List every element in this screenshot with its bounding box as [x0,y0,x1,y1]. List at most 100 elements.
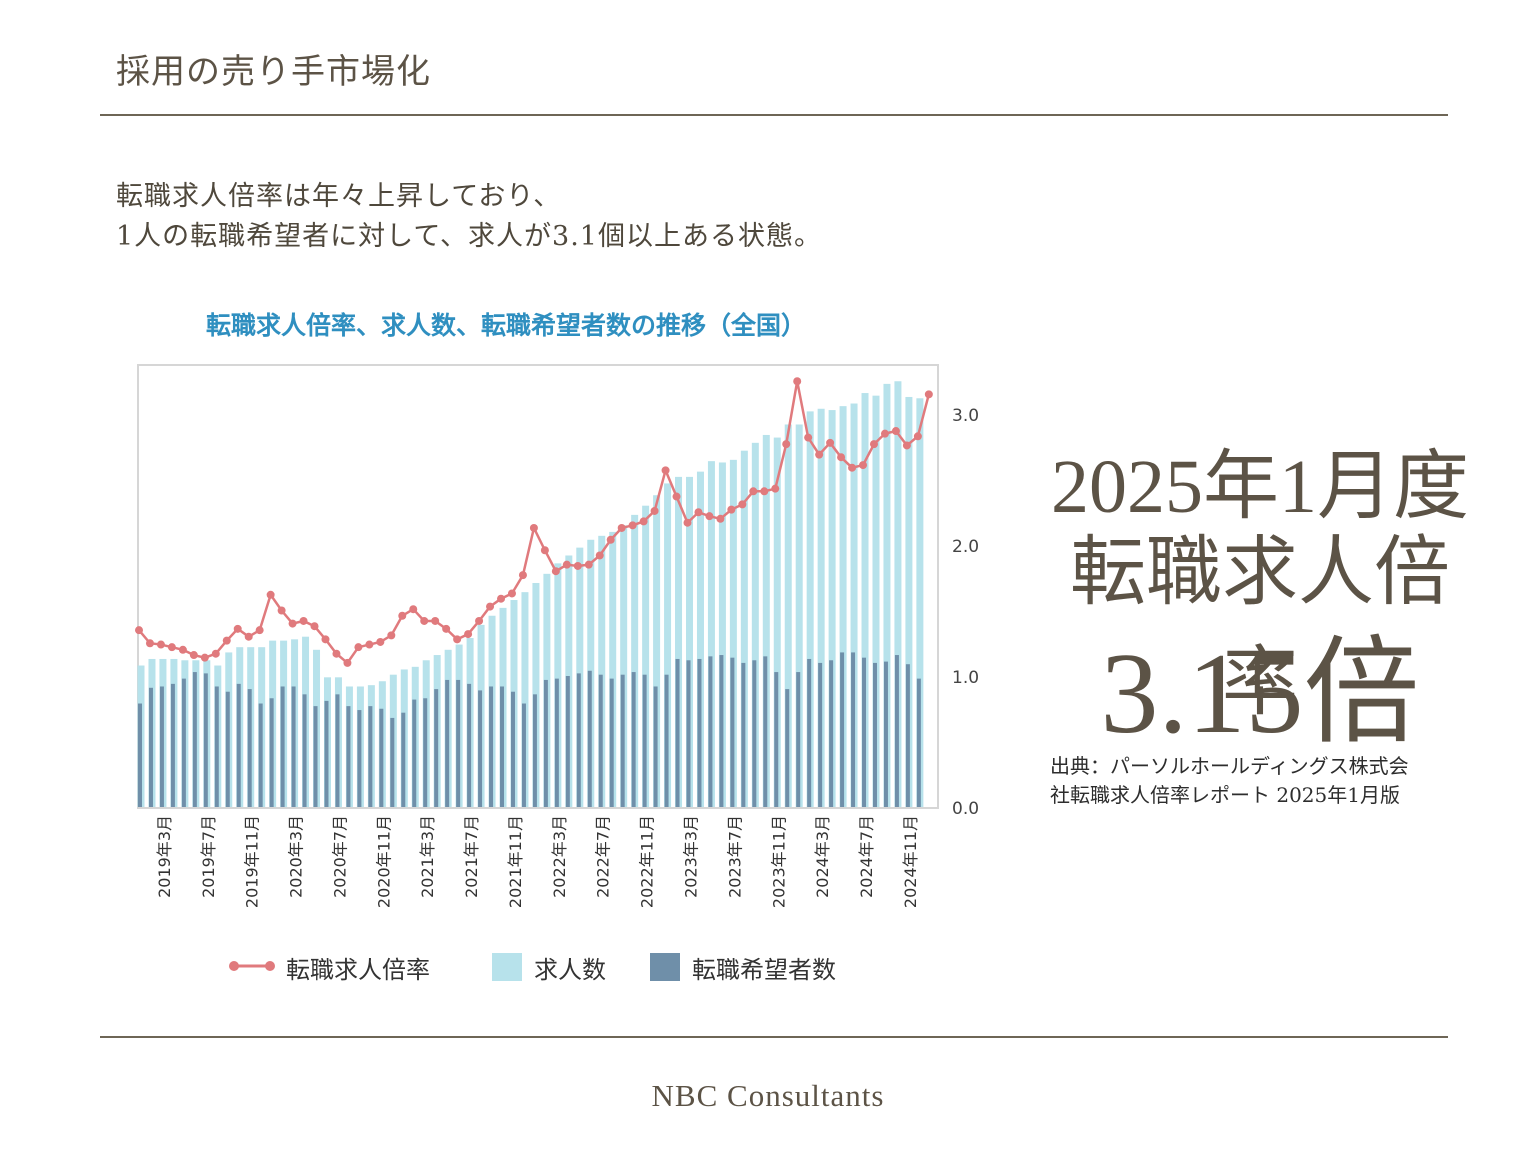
ratio-point [837,453,846,462]
ratio-point [793,377,802,386]
bar-seekers [796,672,801,807]
bar-seekers [269,698,274,807]
bar-seekers [225,691,230,807]
y-tick-label: 0.0 [952,799,979,819]
bar-jobs [850,403,858,807]
bar-seekers [280,686,285,807]
ratio-point [650,506,659,515]
bar-seekers [203,673,208,807]
chart-title: 転職求人倍率、求人数、転職希望者数の推移（全国） [206,311,807,340]
ratio-point [475,616,484,625]
ratio-point [310,622,319,631]
bar-jobs [609,531,617,807]
bar-jobs [784,424,792,807]
bar-jobs [631,514,639,807]
ratio-point [288,619,297,628]
legend-label-jobs: 求人数 [534,956,606,984]
bar-seekers [500,686,505,807]
bar-seekers [565,676,570,807]
ratio-point [869,440,878,449]
bar-seekers [829,660,834,807]
ratio-point [398,611,407,620]
bar-jobs [839,406,847,807]
bar-jobs [795,424,803,807]
bar-seekers [258,703,263,807]
bar-seekers [851,652,856,807]
ratio-point [497,594,506,603]
bar-seekers [609,678,614,807]
subtitle-line-1: 転職求人倍率は年々上昇しており、 [116,181,562,212]
legend-swatch-jobs [492,953,522,981]
ratio-point [848,463,857,472]
ratio-point [584,560,593,569]
bar-jobs [740,450,748,807]
ratio-point [211,649,220,658]
ratio-point [135,626,143,635]
ratio-point [464,630,473,639]
bar-jobs [718,462,726,807]
x-tick-label: 2021年3月 [418,815,437,898]
bar-jobs [773,437,781,807]
ratio-point [661,466,670,475]
ratio-point [738,500,747,509]
legend-label-ratio: 転職求人倍率 [286,956,430,984]
source-line-2: 社転職求人倍率レポート 2025年1月版 [1050,783,1400,807]
ratio-point [595,551,604,560]
bar-seekers [785,689,790,807]
ratio-point [694,508,703,517]
bar-seekers [730,657,735,807]
bar-seekers [543,679,548,807]
ratio-point [540,546,549,555]
legend-swatch-ratio [229,961,275,971]
bar-seekers [401,712,406,807]
bar-seekers [675,658,680,807]
highlight-label: 転職求人倍率 [1070,531,1450,725]
subtitle-line-2: 1人の転職希望者に対して、求人が3.1個以上ある状態。 [116,221,822,252]
bar-seekers [862,657,867,807]
bar-jobs [872,395,880,807]
bar-jobs [729,459,737,807]
footer-divider [100,1036,1448,1038]
x-tick-label: 2019年3月 [155,815,174,898]
ratio-point [683,518,692,527]
ratio-point [376,637,385,646]
bar-seekers [576,673,581,807]
ratio-point [332,649,341,658]
ratio-point [518,571,527,580]
bar-jobs [696,471,704,807]
bar-seekers [346,706,351,807]
bar-seekers [532,694,537,807]
bar-seekers [456,679,461,807]
ratio-point [145,639,154,648]
bar-seekers [236,683,241,807]
slide-title: 採用の売り手市場化 [116,52,431,92]
bar-seekers [741,662,746,807]
legend-swatch-seekers [650,953,680,981]
bar-seekers [214,686,219,807]
bar-seekers [489,686,494,807]
bar-jobs [817,408,825,807]
ratio-point [420,616,429,625]
bar-jobs [905,396,913,807]
header-divider [100,114,1448,116]
ratio-point [233,624,242,633]
ratio-point [507,589,516,598]
x-tick-label: 2024年7月 [857,815,876,898]
bar-seekers [445,679,450,807]
ratio-point [628,521,637,530]
ratio-point [387,631,396,640]
ratio-point [705,512,714,521]
bar-seekers [324,700,329,807]
ratio-point [924,390,933,399]
x-tick-label: 2022年11月 [638,815,657,908]
bar-seekers [423,698,428,807]
bar-jobs [653,495,661,807]
bar-jobs [521,592,529,807]
ratio-point [222,636,231,645]
x-tick-label: 2020年7月 [330,815,349,898]
bar-seekers [905,664,910,807]
bar-seekers [478,690,483,807]
x-tick-label: 2022年7月 [594,815,613,898]
bar-seekers [686,660,691,807]
bar-seekers [642,674,647,807]
